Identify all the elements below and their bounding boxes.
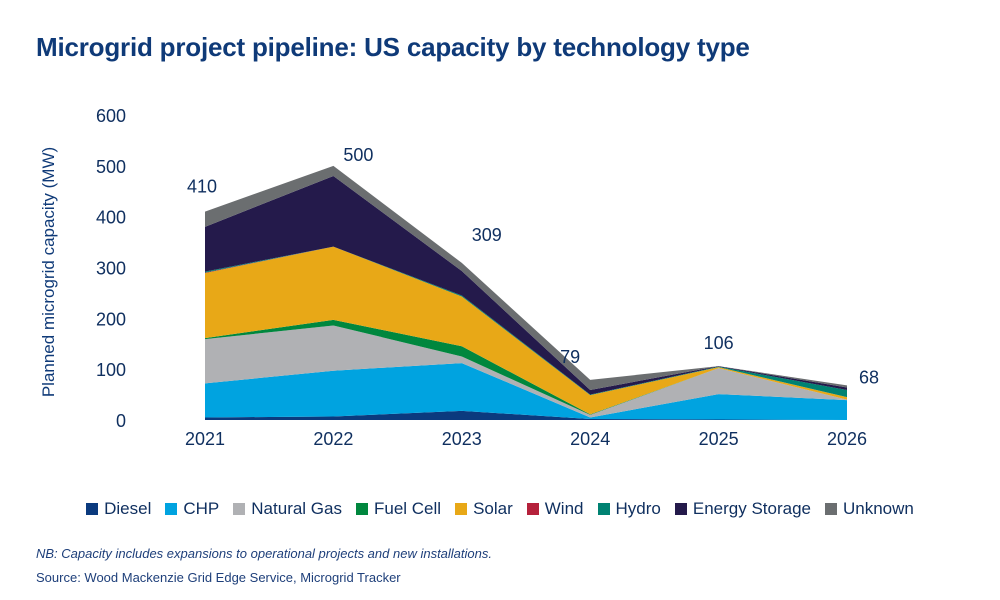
x-tick-label: 2021	[185, 429, 225, 449]
total-data-label: 106	[704, 333, 734, 353]
area-energy-storage	[205, 176, 847, 395]
source-note: Source: Wood Mackenzie Grid Edge Service…	[36, 570, 401, 585]
y-tick-label: 0	[116, 411, 126, 431]
legend-swatch	[825, 503, 837, 515]
legend-label: Diesel	[104, 499, 152, 518]
legend-label: CHP	[183, 499, 220, 518]
y-tick-label: 500	[96, 157, 126, 177]
legend-item-solar: Solar	[455, 499, 513, 519]
legend-swatch	[455, 503, 468, 515]
x-tick-label: 2023	[442, 429, 482, 449]
area-fuel-cell	[205, 319, 847, 415]
x-tick-label: 2025	[699, 429, 739, 449]
y-tick-label: 200	[96, 309, 126, 329]
legend-swatch	[355, 503, 368, 515]
legend-swatch	[526, 503, 539, 515]
legend-item-fuel-cell: Fuel Cell	[355, 499, 442, 519]
legend-item-energy-storage: Energy Storage	[674, 499, 811, 519]
area-chp	[205, 363, 847, 420]
legend-swatch	[165, 503, 178, 515]
area-solar	[205, 246, 847, 415]
legend-item-hydro: Hydro	[597, 499, 661, 519]
legend-label: Natural Gas	[251, 499, 342, 518]
legend-label: Hydro	[615, 499, 661, 518]
total-data-label: 500	[343, 145, 373, 165]
y-tick-label: 400	[96, 208, 126, 228]
area-natural-gas	[205, 325, 847, 418]
y-tick-label: 100	[96, 360, 126, 380]
x-tick-label: 2024	[570, 429, 610, 449]
chart-title: Microgrid project pipeline: US capacity …	[36, 32, 750, 62]
legend-item-chp: CHP	[165, 499, 219, 519]
legend-label: Solar	[473, 499, 513, 518]
legend-label: Wind	[544, 499, 584, 518]
legend-item-diesel: Diesel	[86, 499, 151, 519]
legend-item-wind: Wind	[526, 499, 584, 519]
legend-label: Unknown	[843, 499, 914, 518]
area-hydro	[205, 246, 847, 398]
legend-swatch	[597, 503, 610, 515]
legend-item-natural-gas: Natural Gas	[233, 499, 342, 519]
y-tick-label: 600	[96, 106, 126, 126]
y-tick-label: 300	[96, 259, 126, 279]
legend: Diesel CHP Natural Gas Fuel Cell Solar Wind Hy…	[0, 499, 1000, 519]
total-data-label: 309	[472, 225, 502, 245]
legend-item-unknown: Unknown	[825, 499, 914, 519]
footnote: NB: Capacity includes expansions to oper…	[36, 546, 492, 561]
total-data-label: 79	[560, 347, 580, 367]
total-data-label: 410	[187, 177, 217, 197]
y-axis-label: Planned microgrid capacity (MW)	[39, 147, 58, 397]
legend-swatch	[674, 503, 687, 515]
legend-swatch	[233, 503, 246, 515]
area-diesel	[205, 410, 847, 420]
total-data-label: 68	[859, 367, 879, 387]
legend-label: Fuel Cell	[373, 499, 442, 518]
x-tick-label: 2022	[313, 429, 353, 449]
x-tick-label: 2026	[827, 429, 867, 449]
legend-label: Energy Storage	[692, 499, 811, 518]
legend-swatch	[86, 503, 99, 515]
